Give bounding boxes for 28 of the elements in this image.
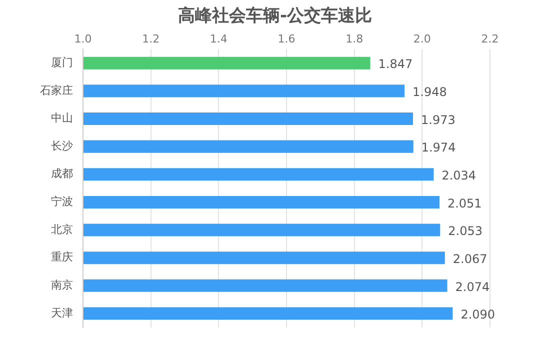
data-label: 1.948 <box>412 85 447 100</box>
y-tick-label: 石家庄 <box>40 84 73 97</box>
data-label: 2.051 <box>447 196 482 210</box>
data-label: 2.034 <box>442 168 476 183</box>
x-tick-label: 2.2 <box>481 32 499 46</box>
y-tick-label: 成都 <box>51 167 73 180</box>
data-label: 2.074 <box>455 280 490 294</box>
data-label: 2.053 <box>448 224 482 238</box>
data-label: 1.973 <box>421 112 456 127</box>
y-tick-label: 中山 <box>51 112 73 125</box>
data-label: 2.067 <box>452 252 488 266</box>
chart-title: 高峰社会车辆-公交车速比 <box>176 5 374 27</box>
data-label: 1.847 <box>378 57 413 72</box>
data-label: 2.090 <box>460 308 496 322</box>
data-label: 1.974 <box>421 140 456 155</box>
y-tick-label: 宁波 <box>51 195 73 208</box>
y-tick-label: 南京 <box>51 278 73 292</box>
y-tick-label: 重庆 <box>51 250 73 264</box>
x-tick-label: 2.0 <box>413 32 431 46</box>
y-tick-label: 长沙 <box>51 139 73 152</box>
x-tick-label: 1.6 <box>278 32 296 46</box>
y-tick-label: 北京 <box>51 222 73 236</box>
x-tick-label: 1.0 <box>74 32 92 46</box>
x-tick-label: 1.8 <box>346 32 364 46</box>
x-tick-label: 1.4 <box>210 32 228 46</box>
y-tick-label: 天津 <box>51 306 73 320</box>
y-tick-label: 厦门 <box>51 56 73 69</box>
x-tick-label: 1.2 <box>142 32 160 46</box>
